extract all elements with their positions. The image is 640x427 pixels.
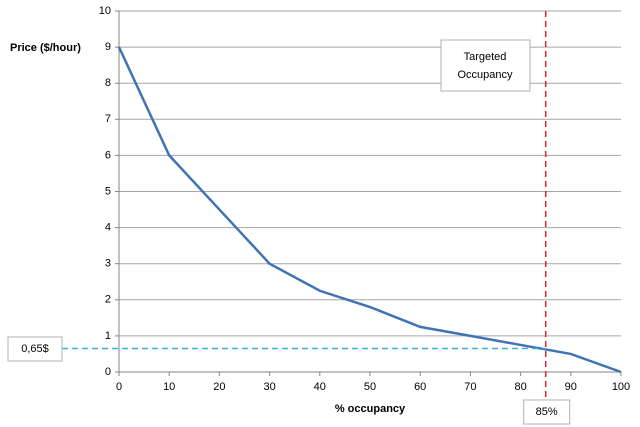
y-tick-label: 5 [105,185,111,197]
x-tick-label: 50 [364,381,376,393]
y-axis-label: Price ($/hour) [10,42,81,54]
annotation-text: Occupancy [457,69,513,81]
y-tick-label: 0 [105,366,111,378]
x-tick-label: 80 [514,381,526,393]
y-tick-label: 8 [105,77,111,89]
x-tick-label: 40 [314,381,326,393]
label-box [523,399,571,425]
y-tick-label: 4 [105,222,111,234]
y-tick-label: 3 [105,258,111,270]
x-tick-label: 0 [116,381,122,393]
label-box [7,336,63,362]
x-tick-label: 70 [464,381,476,393]
x-tick-label: 60 [414,381,426,393]
y-tick-label: 9 [105,41,111,53]
x-tick-label: 20 [213,381,225,393]
y-tick-label: 2 [105,294,111,306]
x-axis-label: % occupancy [335,403,406,415]
reference-label: 0,65$ [21,343,49,355]
y-tick-label: 7 [105,113,111,125]
x-tick-label: 10 [163,381,175,393]
x-tick-label: 100 [612,381,630,393]
reference-label: 85% [536,406,558,418]
annotation-text: Targeted [464,51,507,63]
y-tick-label: 10 [99,5,111,17]
y-tick-label: 6 [105,149,111,161]
x-tick-label: 30 [263,381,275,393]
x-tick-label: 90 [565,381,577,393]
annotation-box [440,39,531,92]
y-tick-label: 1 [105,330,111,342]
